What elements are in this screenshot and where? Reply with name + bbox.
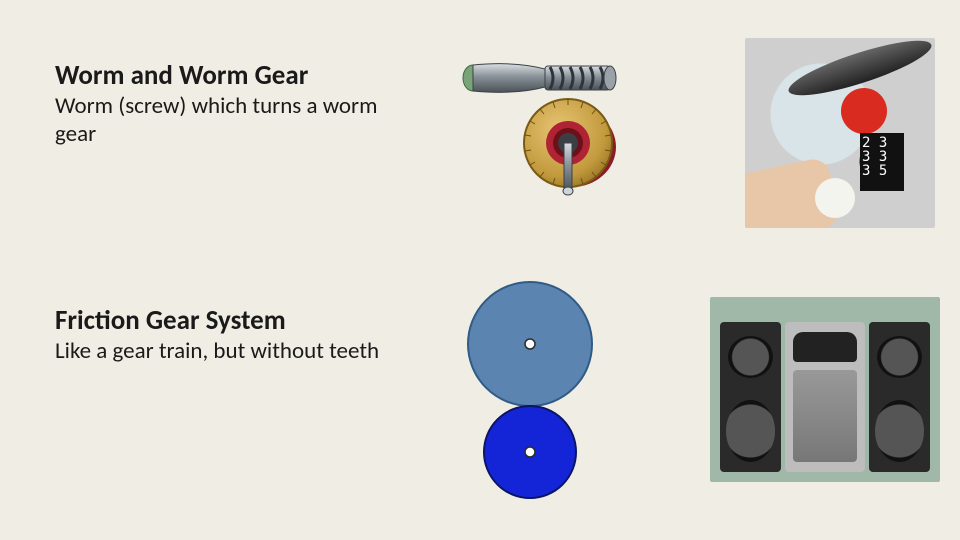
figure-friction-gear-diagram	[460, 280, 600, 510]
friction-axle-2	[525, 447, 535, 457]
odometer-counter: 2 3 3 3 3 5	[860, 133, 904, 191]
desc-worm-gear: Worm (screw) which turns a worm gear	[55, 93, 395, 148]
section-friction-gear: Friction Gear System Like a gear train, …	[55, 305, 395, 366]
desc-friction-gear: Like a gear train, but without teeth	[55, 338, 395, 366]
heading-friction-gear: Friction Gear System	[55, 305, 395, 336]
photo-worm-gear-odometer: 2 3 3 3 3 5	[745, 38, 935, 228]
heading-worm-gear: Worm and Worm Gear	[55, 60, 395, 91]
white-gear-icon	[815, 178, 855, 218]
red-gear-icon	[841, 88, 887, 134]
stereo-center-unit	[785, 322, 865, 472]
section-worm-gear: Worm and Worm Gear Worm (screw) which tu…	[55, 60, 395, 148]
speaker-left	[720, 322, 781, 472]
speaker-right	[869, 322, 930, 472]
figure-worm-gear-diagram	[460, 55, 630, 205]
friction-axle-1	[525, 339, 535, 349]
stereo-body	[720, 307, 930, 472]
photo-stereo-system	[710, 297, 940, 482]
